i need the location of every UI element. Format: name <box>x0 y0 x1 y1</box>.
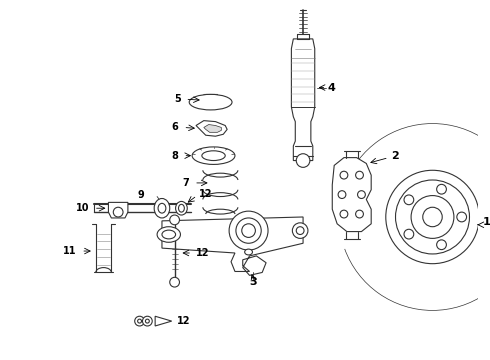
Circle shape <box>143 316 152 326</box>
Ellipse shape <box>189 94 232 110</box>
Text: 9: 9 <box>137 190 144 199</box>
Polygon shape <box>204 125 221 132</box>
Circle shape <box>113 207 123 217</box>
Text: 8: 8 <box>172 151 178 161</box>
Text: 12: 12 <box>196 248 210 258</box>
Text: 4: 4 <box>327 82 335 93</box>
Circle shape <box>340 171 348 179</box>
Text: 5: 5 <box>174 94 181 104</box>
Circle shape <box>338 191 346 198</box>
Circle shape <box>340 210 348 218</box>
Circle shape <box>356 171 364 179</box>
Ellipse shape <box>245 249 252 255</box>
Circle shape <box>135 316 145 326</box>
Text: 1: 1 <box>483 217 490 227</box>
Ellipse shape <box>192 147 235 165</box>
Text: 2: 2 <box>391 151 398 161</box>
Circle shape <box>457 212 466 222</box>
Polygon shape <box>292 39 315 161</box>
Circle shape <box>423 207 442 227</box>
Text: 12: 12 <box>199 189 213 199</box>
Polygon shape <box>332 158 371 231</box>
Ellipse shape <box>157 227 180 242</box>
Text: 11: 11 <box>63 246 76 256</box>
Text: 3: 3 <box>249 277 257 287</box>
Text: 12: 12 <box>176 316 190 326</box>
Polygon shape <box>196 121 227 136</box>
Circle shape <box>296 154 310 167</box>
Polygon shape <box>155 316 172 326</box>
Circle shape <box>437 240 446 249</box>
Circle shape <box>236 218 261 243</box>
Text: 7: 7 <box>182 178 189 188</box>
Circle shape <box>229 211 268 250</box>
Circle shape <box>404 195 414 205</box>
Ellipse shape <box>170 277 179 287</box>
Circle shape <box>356 210 364 218</box>
Circle shape <box>395 180 469 254</box>
Circle shape <box>404 229 414 239</box>
Ellipse shape <box>170 215 179 225</box>
Text: 6: 6 <box>172 122 178 132</box>
Polygon shape <box>162 217 303 275</box>
Ellipse shape <box>201 98 220 106</box>
Polygon shape <box>108 202 128 218</box>
Ellipse shape <box>202 151 225 161</box>
Ellipse shape <box>175 201 187 215</box>
Circle shape <box>437 184 446 194</box>
Circle shape <box>358 191 366 198</box>
Circle shape <box>293 223 308 238</box>
Text: 10: 10 <box>75 203 89 213</box>
Ellipse shape <box>154 198 170 218</box>
Circle shape <box>411 195 454 238</box>
Circle shape <box>386 170 479 264</box>
